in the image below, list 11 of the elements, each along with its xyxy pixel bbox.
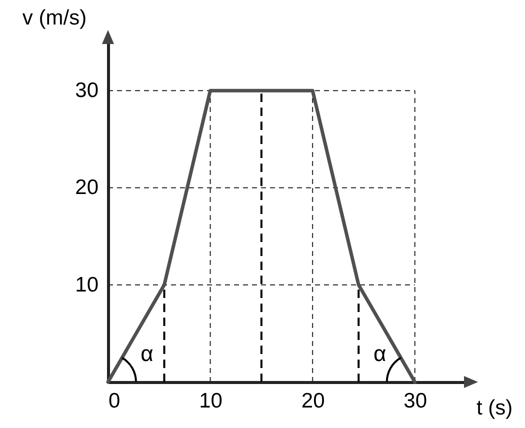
x-tick-label: 10 <box>199 390 222 412</box>
x-tick-label: 0 <box>108 390 120 412</box>
y-tick-label: 10 <box>75 273 98 296</box>
annotation: α <box>374 340 386 366</box>
y-tick-label: 30 <box>75 79 98 102</box>
y-axis-title: v (m/s) <box>22 6 87 30</box>
y-tick-label: 20 <box>75 176 98 200</box>
annotation: α <box>140 340 154 366</box>
x-axis-title: t (s) <box>476 396 513 420</box>
x-tick-label: 30 <box>404 390 428 412</box>
x-tick-label: 20 <box>301 390 325 412</box>
